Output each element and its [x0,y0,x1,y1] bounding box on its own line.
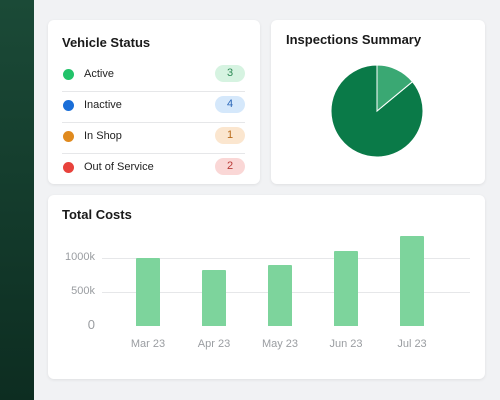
status-count-badge: 4 [215,96,245,113]
y-tick-label: 500k [71,285,95,297]
status-count-badge: 3 [215,65,245,82]
x-tick-label: Mar 23 [130,338,166,350]
inspections-summary-title: Inspections Summary [286,32,422,47]
out-of-service-status-dot-icon [63,162,74,173]
status-row-in-shop[interactable]: In Shop 1 [62,122,245,154]
vehicle-status-title: Vehicle Status [62,35,151,50]
x-tick-label: Apr 23 [197,338,231,350]
vehicle-status-card: Vehicle Status Active 3 Inactive 4 In Sh… [48,20,260,184]
bar-may-23[interactable] [268,265,292,326]
bar-apr-23[interactable] [202,270,226,326]
status-count-badge: 2 [215,158,245,175]
in-shop-status-dot-icon [63,131,74,142]
status-label: Out of Service [84,161,154,173]
status-row-out-of-service[interactable]: Out of Service 2 [62,153,245,184]
y-tick-label: 0 [87,317,95,332]
bar-jun-23[interactable] [334,251,358,326]
inactive-status-dot-icon [63,100,74,111]
status-count-badge: 1 [215,127,245,144]
y-tick-label: 1000k [65,251,95,263]
x-tick-label: Jun 23 [329,338,363,350]
status-row-inactive[interactable]: Inactive 4 [62,91,245,123]
bar-jul-23[interactable] [400,236,424,326]
x-tick-label: May 23 [261,338,299,350]
pie-slice-2 [376,64,414,113]
inspections-summary-card: Inspections Summary [271,20,485,184]
gridline [102,258,470,259]
status-label: Inactive [84,99,122,111]
x-tick-label: Jul 23 [397,338,427,350]
status-label: In Shop [84,130,122,142]
status-row-active[interactable]: Active 3 [62,60,245,92]
total-costs-title: Total Costs [62,207,132,222]
sidebar [0,0,34,400]
total-costs-card: Total Costs 0 500k 1000k Mar 23 Apr 23 May 23… [48,195,485,379]
active-status-dot-icon [63,69,74,80]
status-label: Active [84,68,114,80]
inspections-pie-chart [330,64,424,158]
bar-mar-23[interactable] [136,258,160,326]
